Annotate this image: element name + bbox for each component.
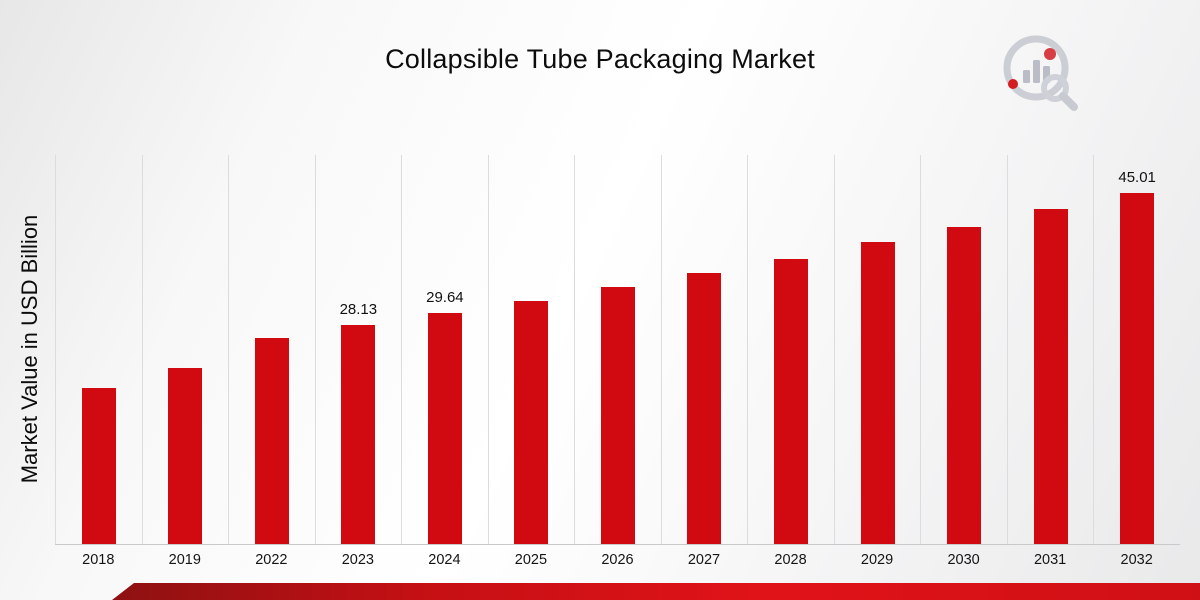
data-label-2023: 28.13	[339, 301, 378, 318]
x-tick-2027: 2027	[687, 552, 721, 568]
bar-cell-2025	[487, 155, 575, 544]
bar-cell-2019	[141, 155, 229, 544]
bar-2025	[514, 301, 549, 544]
bar-cell-2030	[920, 155, 1007, 544]
bar-cell-2018	[55, 155, 142, 544]
bar-cell-2024: 29.64	[401, 155, 488, 544]
bar-2031	[1033, 209, 1068, 544]
x-tick-2032: 2032	[1120, 552, 1153, 568]
x-tick-2022: 2022	[255, 552, 288, 568]
x-tick-2018: 2018	[82, 552, 115, 568]
data-label-2032: 45.01	[1118, 169, 1156, 186]
bar-cell-2026	[574, 155, 661, 544]
bar-2024	[427, 313, 462, 544]
bar-2018	[81, 388, 116, 544]
bar-cell-2031	[1006, 155, 1094, 544]
bar-2032	[1120, 193, 1155, 544]
bar-cell-2028	[747, 155, 834, 544]
bar-cell-2022	[228, 155, 315, 544]
bar-2029	[860, 242, 895, 544]
y-axis-label: Market Value in USD Billion	[17, 214, 42, 484]
brand-logo	[1003, 35, 1078, 111]
chart-circle-icon	[1003, 35, 1069, 101]
x-tick-2024: 2024	[428, 552, 461, 568]
magnifier-icon	[1041, 74, 1078, 111]
bar-cell-2023: 28.13	[314, 155, 402, 544]
x-tick-2028: 2028	[774, 552, 807, 568]
x-tick-2023: 2023	[341, 552, 374, 568]
bar-cell-2029	[833, 155, 921, 544]
x-tick-2019: 2019	[168, 552, 201, 568]
data-label-2024: 29.64	[426, 289, 464, 306]
x-tick-2030: 2030	[947, 552, 980, 568]
bar-2019	[168, 368, 203, 544]
x-tick-2029: 2029	[860, 552, 894, 568]
x-tick-2031: 2031	[1033, 552, 1067, 568]
bar-2023	[341, 325, 376, 544]
plot-area: 28.13 29.64 45.01	[55, 155, 1180, 545]
bar-2028	[774, 259, 809, 544]
x-tick-2026: 2026	[601, 552, 634, 568]
bar-cell-2027	[660, 155, 748, 544]
bar-2026	[600, 287, 635, 544]
bar-2027	[687, 273, 722, 544]
x-tick-2025: 2025	[514, 552, 548, 568]
bar-cell-2032: 45.01	[1093, 155, 1180, 544]
page-title: Collapsible Tube Packaging Market	[385, 44, 815, 74]
x-axis: 2018 2019 2022 2023 2024 2025 2026 2027 2028 2029…	[55, 552, 1180, 568]
bar-2030	[947, 227, 982, 544]
footer-ribbon	[112, 583, 1200, 600]
bar-2022	[254, 338, 289, 544]
